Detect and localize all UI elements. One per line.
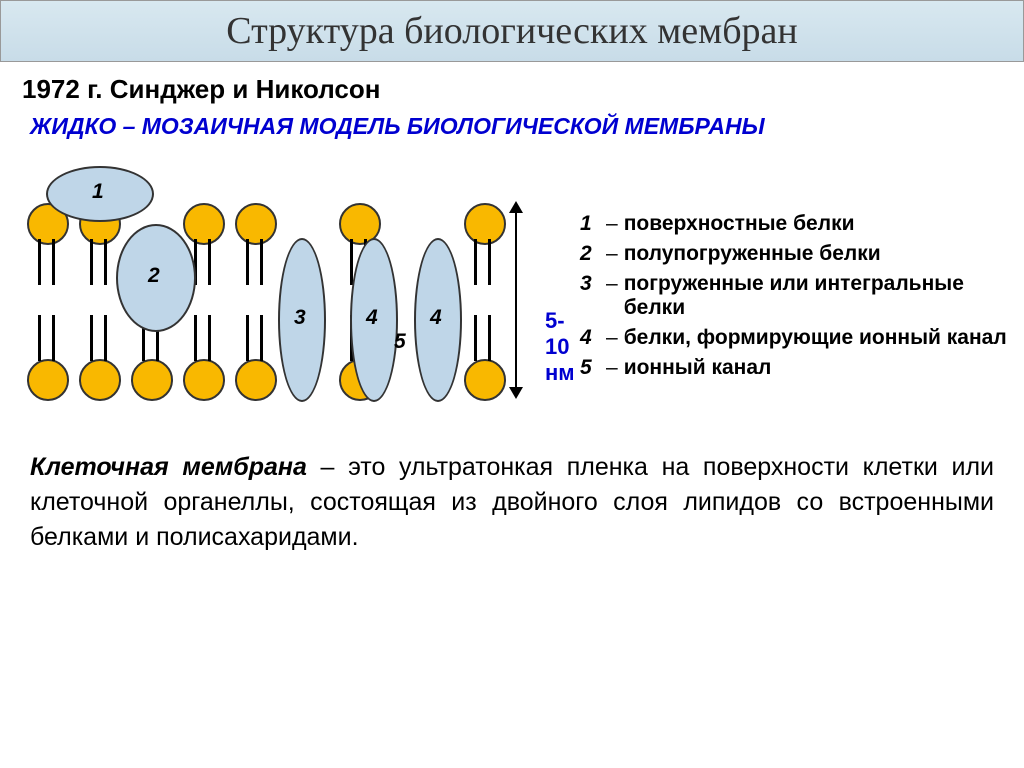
legend-dash: – (606, 242, 618, 266)
legend-item: 4–белки, формирующие ионный канал (580, 326, 1024, 350)
legend-number: 5 (580, 356, 600, 380)
lipid-tail (260, 315, 263, 361)
lipid-tail (208, 239, 211, 285)
protein-label: 4 (366, 306, 378, 330)
lipid-tail (350, 239, 353, 285)
lipid-head (235, 203, 277, 245)
lipid-tail (104, 239, 107, 285)
definition-term: Клеточная мембрана (30, 453, 307, 481)
legend-item: 1–поверхностные белки (580, 212, 1024, 236)
lipid-head (464, 203, 506, 245)
lipid-tail (474, 239, 477, 285)
lipid-head (131, 359, 173, 401)
legend-dash: – (606, 272, 618, 296)
channel-label: 5 (394, 330, 406, 354)
legend-number: 1 (580, 212, 600, 236)
lipid-tail (52, 315, 55, 361)
model-title: ЖИДКО – МОЗАИЧНАЯ МОДЕЛЬ БИОЛОГИЧЕСКОЙ М… (30, 113, 1024, 140)
thickness-label: 5- 10 нм (545, 308, 580, 386)
subtitle-authors: 1972 г. Синджер и Николсон (22, 74, 1024, 105)
lipid-tail (208, 315, 211, 361)
legend-item: 5–ионный канал (580, 356, 1024, 380)
legend: 1–поверхностные белки2–полупогруженные б… (580, 194, 1024, 386)
legend-number: 2 (580, 242, 600, 266)
lipid-head (79, 359, 121, 401)
lipid-tail (194, 315, 197, 361)
lipid-tail (246, 239, 249, 285)
lipid-tail (474, 315, 477, 361)
lipid-tail (260, 239, 263, 285)
legend-dash: – (606, 212, 618, 236)
legend-item: 3–погруженные или интегральные белки (580, 272, 1024, 320)
lipid-head (183, 359, 225, 401)
protein-label: 2 (148, 264, 160, 288)
protein-label: 3 (294, 306, 306, 330)
lipid-head (27, 359, 69, 401)
lipid-tail (90, 315, 93, 361)
lipid-tail (488, 239, 491, 285)
lipid-head (183, 203, 225, 245)
legend-number: 4 (580, 326, 600, 350)
protein-label: 4 (430, 306, 442, 330)
lipid-tail (38, 239, 41, 285)
legend-text: поверхностные белки (624, 212, 855, 236)
slide-title: Структура биологических мембран (0, 0, 1024, 62)
membrane-diagram: 1 2 3 4 45 5- 10 нм (20, 150, 580, 430)
legend-item: 2–полупогруженные белки (580, 242, 1024, 266)
thickness-arrow-line (515, 203, 517, 397)
lipid-tail (104, 315, 107, 361)
protein-label: 1 (92, 180, 104, 204)
lipid-tail (246, 315, 249, 361)
legend-dash: – (606, 356, 618, 380)
lipid-tail (52, 239, 55, 285)
lipid-head (235, 359, 277, 401)
legend-text: белки, формирующие ионный канал (624, 326, 1007, 350)
lipid-tail (38, 315, 41, 361)
lipid-head (464, 359, 506, 401)
arrow-head-down (509, 387, 523, 399)
legend-text: ионный канал (624, 356, 772, 380)
legend-text: погруженные или интегральные белки (624, 272, 1024, 320)
legend-number: 3 (580, 272, 600, 296)
legend-text: полупогруженные белки (624, 242, 881, 266)
lipid-tail (488, 315, 491, 361)
arrow-head-up (509, 201, 523, 213)
definition-paragraph: Клеточная мембрана – это ультратонкая пл… (30, 450, 994, 555)
legend-dash: – (606, 326, 618, 350)
lipid-tail (90, 239, 93, 285)
